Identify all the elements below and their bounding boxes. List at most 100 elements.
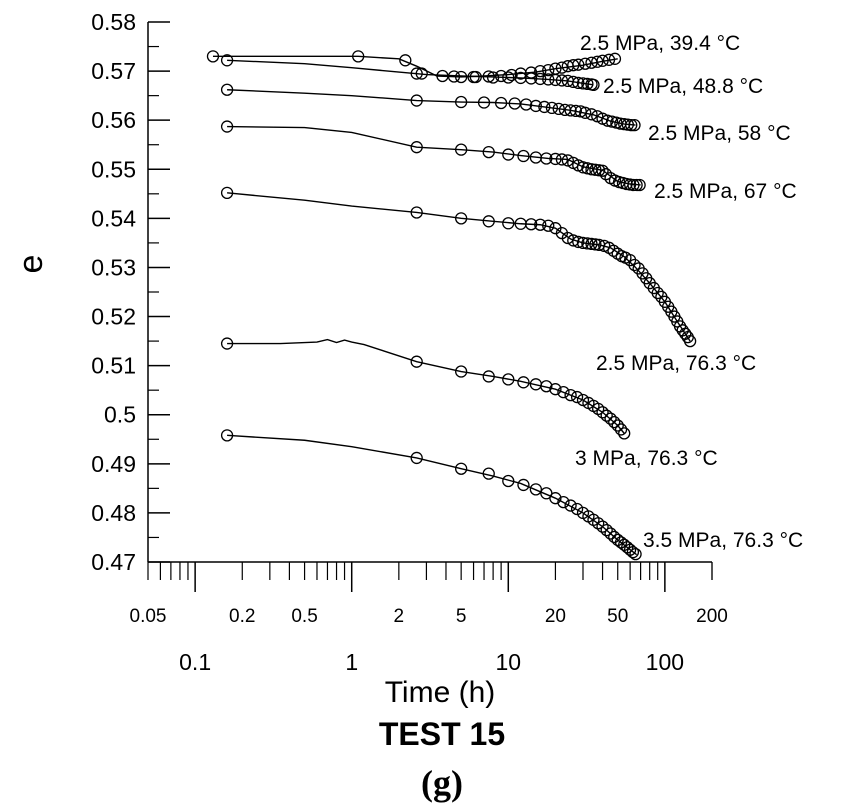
data-point [482, 370, 495, 383]
data-point [576, 236, 590, 250]
data-point [651, 286, 664, 300]
data-point [604, 527, 617, 540]
x-tick-label-minor: 0.2 [229, 606, 255, 627]
data-point [454, 212, 468, 225]
data-point [596, 406, 609, 419]
data-point [601, 114, 614, 127]
x-tick-label-minor: 20 [545, 606, 566, 627]
data-point [494, 96, 508, 110]
data-point [410, 451, 423, 465]
x-axis-title: Time (h) [385, 676, 496, 709]
data-point [600, 409, 613, 422]
data-point [454, 70, 468, 84]
test-label: TEST 15 [379, 716, 505, 752]
series-line-4 [227, 192, 691, 342]
data-point [494, 69, 508, 83]
data-point [477, 96, 491, 109]
y-tick-label: 0.54 [91, 205, 136, 231]
data-point [220, 186, 234, 199]
series-4 [220, 186, 697, 348]
data-point [534, 72, 547, 86]
data-point [220, 120, 234, 133]
data-point [410, 141, 423, 154]
data-point [549, 383, 562, 396]
data-point [542, 219, 555, 232]
data-point [454, 143, 468, 156]
data-point [529, 483, 543, 496]
data-point [529, 99, 543, 113]
series-2 [220, 83, 641, 132]
data-point [549, 73, 562, 87]
data-point [592, 402, 605, 415]
series-line-2 [227, 89, 636, 126]
series-label-0: 2.5 MPa, 39.4 °C [580, 32, 740, 55]
data-point [534, 64, 547, 78]
data-point [454, 95, 468, 109]
data-point [220, 54, 234, 67]
y-tick-label: 0.53 [91, 254, 136, 280]
data-point [567, 75, 580, 89]
data-point [614, 423, 628, 436]
data-point [505, 68, 518, 82]
x-tick-label-major: 100 [646, 649, 684, 675]
data-point [410, 206, 423, 219]
data-point [410, 355, 423, 368]
data-point [596, 164, 609, 177]
data-point [611, 419, 624, 432]
series-3 [220, 120, 646, 192]
data-point [608, 415, 621, 429]
data-point [206, 50, 220, 63]
data-point [589, 163, 602, 176]
data-point [572, 235, 585, 249]
data-point [581, 237, 594, 250]
data-point [572, 58, 585, 71]
data-point [410, 94, 423, 107]
data-point [525, 218, 538, 231]
series-label-1: 2.5 MPa, 48.8 °C [603, 75, 763, 98]
x-tick-label-minor: 5 [456, 606, 467, 627]
y-tick-label: 0.55 [91, 156, 136, 182]
data-point [545, 101, 559, 115]
label-layer: 2.5 MPa, 39.4 °C 2.5 MPa, 48.8 °C 2.5 MP… [12, 32, 803, 803]
data-point [525, 72, 538, 85]
data-point [352, 50, 365, 63]
data-point [570, 390, 584, 404]
data-point [604, 412, 617, 425]
axes: 0.470.480.490.50.510.520.530.540.550.560… [91, 9, 728, 675]
data-point [569, 104, 582, 117]
x-tick-label-minor: 200 [696, 606, 728, 627]
data-point [549, 492, 562, 505]
data-point [591, 55, 604, 68]
x-tick-label-major: 10 [495, 649, 521, 675]
x-tick-label-minor: 0.05 [130, 606, 167, 627]
data-point [482, 467, 495, 480]
data-point [600, 523, 613, 537]
y-tick-label: 0.48 [91, 500, 136, 526]
data-point [220, 83, 234, 96]
data-point [220, 429, 234, 442]
data-point [633, 178, 646, 192]
data-point [540, 380, 553, 393]
data-point [517, 376, 530, 389]
data-point [596, 54, 609, 67]
data-point [567, 59, 580, 72]
data-point [542, 63, 555, 77]
y-tick-label: 0.51 [91, 353, 136, 379]
data-point [630, 178, 643, 192]
series-line-5 [227, 338, 625, 434]
data-point [517, 149, 530, 163]
y-tick-label: 0.56 [91, 107, 136, 133]
data-point [482, 215, 495, 228]
y-tick-label: 0.47 [91, 549, 136, 575]
data-point [482, 145, 495, 159]
y-tick-label: 0.5 [104, 402, 136, 428]
data-point [517, 478, 530, 492]
data-point [555, 61, 569, 74]
data-point [561, 231, 574, 245]
series-label-3: 2.5 MPa, 67 °C [654, 180, 797, 203]
x-tick-label-major: 0.1 [179, 649, 211, 675]
data-point [410, 67, 423, 80]
data-point [605, 115, 619, 128]
data-point [519, 98, 533, 111]
